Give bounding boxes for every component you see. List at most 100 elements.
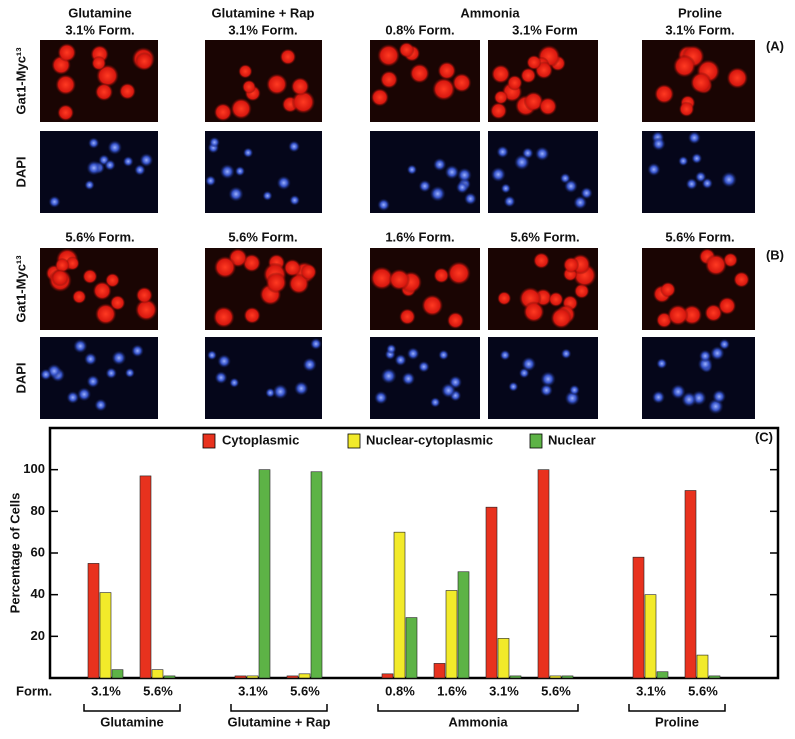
cell bbox=[266, 73, 288, 96]
cell bbox=[205, 175, 217, 187]
group-label: Proline bbox=[655, 714, 699, 729]
cell bbox=[401, 371, 416, 386]
cell bbox=[721, 171, 737, 188]
y-tick-label: 100 bbox=[23, 461, 45, 476]
cell bbox=[234, 166, 246, 177]
x-axis-label: Form. bbox=[16, 683, 52, 698]
bar bbox=[509, 675, 522, 679]
cell bbox=[733, 271, 750, 288]
bar bbox=[405, 617, 418, 679]
bar bbox=[696, 654, 709, 679]
condition-label: 5.6% Form. bbox=[510, 229, 579, 244]
cell bbox=[380, 367, 397, 384]
cell bbox=[279, 48, 297, 66]
legend-label: Nuclear-cytoplasmic bbox=[366, 432, 493, 447]
cell bbox=[242, 147, 254, 158]
cell bbox=[88, 137, 100, 149]
cell bbox=[124, 367, 135, 378]
panel-label: (B) bbox=[766, 247, 784, 262]
bar bbox=[549, 675, 562, 679]
group-bracket bbox=[628, 704, 726, 712]
cell bbox=[105, 272, 120, 288]
cell bbox=[705, 253, 728, 276]
cell bbox=[438, 349, 449, 361]
cell bbox=[514, 154, 530, 171]
cell bbox=[710, 346, 725, 361]
cell bbox=[302, 357, 317, 372]
cell bbox=[455, 181, 469, 194]
cell bbox=[84, 179, 95, 191]
condition-label: 5.6% Form. bbox=[665, 229, 734, 244]
condition-label: 3.1% Form. bbox=[665, 22, 734, 37]
x-tick-label: 3.1% bbox=[238, 683, 268, 698]
group-label: Glutamine + Rap bbox=[228, 714, 331, 729]
cell bbox=[310, 337, 322, 350]
cell bbox=[135, 298, 158, 321]
cell bbox=[386, 343, 397, 355]
cell bbox=[574, 283, 590, 299]
column-title: Proline bbox=[678, 5, 722, 20]
group-bracket bbox=[83, 704, 181, 712]
cell bbox=[229, 377, 240, 388]
cell bbox=[687, 131, 701, 145]
bar bbox=[234, 675, 247, 679]
cell bbox=[289, 194, 301, 206]
stain-label: Gat1-Myc¹³ bbox=[13, 47, 28, 115]
cell bbox=[48, 195, 61, 208]
cell bbox=[283, 258, 302, 277]
cell bbox=[718, 296, 737, 315]
cell bbox=[139, 153, 154, 168]
cell bbox=[208, 136, 220, 148]
condition-label: 3.1% Form bbox=[512, 22, 578, 37]
cell bbox=[84, 352, 98, 366]
cell bbox=[119, 82, 136, 100]
bar bbox=[485, 506, 498, 679]
cell bbox=[77, 387, 92, 402]
cell bbox=[497, 291, 512, 306]
cell bbox=[533, 252, 550, 269]
cell bbox=[57, 104, 75, 122]
cell bbox=[131, 344, 144, 358]
bar bbox=[258, 469, 271, 679]
legend-swatch bbox=[529, 433, 543, 449]
cell bbox=[230, 97, 252, 120]
y-axis-label: Percentage of Cells bbox=[7, 493, 22, 614]
cell bbox=[457, 167, 472, 183]
cell bbox=[134, 164, 146, 176]
x-tick-label: 5.6% bbox=[688, 683, 718, 698]
cell bbox=[406, 164, 418, 175]
bar bbox=[445, 590, 458, 679]
bar bbox=[708, 675, 721, 679]
bar bbox=[111, 669, 124, 679]
cell bbox=[521, 356, 537, 372]
cell bbox=[490, 102, 508, 120]
group-label: Glutamine bbox=[100, 714, 164, 729]
cell bbox=[212, 306, 235, 328]
cell bbox=[374, 390, 388, 405]
condition-label: 5.6% Form. bbox=[228, 229, 297, 244]
cell bbox=[540, 371, 556, 387]
cell bbox=[135, 286, 153, 304]
cell bbox=[135, 52, 154, 71]
cell bbox=[94, 398, 108, 412]
x-tick-label: 0.8% bbox=[385, 683, 415, 698]
group-bracket bbox=[230, 704, 328, 712]
cell bbox=[704, 303, 723, 322]
cell bbox=[288, 140, 300, 153]
cell bbox=[94, 82, 114, 102]
legend-swatch bbox=[202, 433, 216, 449]
cell bbox=[499, 349, 511, 361]
cell bbox=[51, 269, 69, 287]
cell bbox=[377, 198, 390, 212]
cell bbox=[452, 73, 472, 93]
bar bbox=[298, 673, 311, 679]
cell bbox=[265, 272, 287, 294]
x-tick-label: 3.1% bbox=[489, 683, 519, 698]
cell bbox=[394, 353, 407, 367]
cell bbox=[55, 74, 77, 96]
cell bbox=[654, 84, 675, 104]
cell bbox=[569, 384, 580, 396]
bar bbox=[286, 675, 299, 679]
cell bbox=[96, 64, 119, 88]
cell bbox=[294, 381, 309, 396]
